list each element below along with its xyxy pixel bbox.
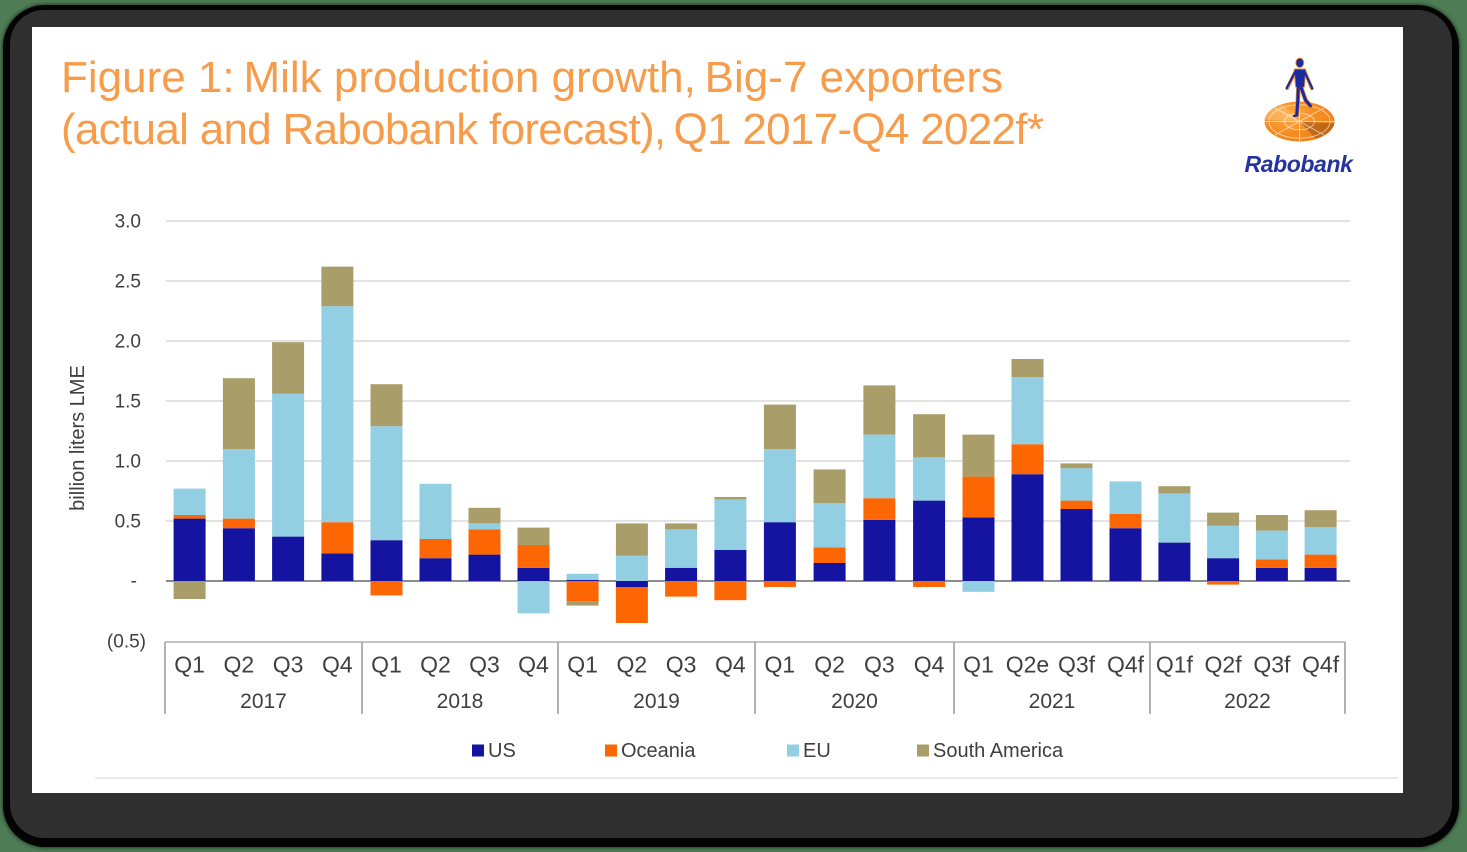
svg-text:US: US	[488, 740, 516, 762]
svg-text:Q3f: Q3f	[1253, 652, 1291, 678]
svg-text:2020: 2020	[831, 690, 878, 713]
svg-text:Q4: Q4	[322, 652, 353, 678]
svg-text:Q4f: Q4f	[1302, 652, 1340, 678]
svg-text:Q3: Q3	[273, 652, 304, 678]
svg-text:Q4: Q4	[715, 652, 746, 678]
svg-text:Q3f: Q3f	[1058, 652, 1096, 678]
svg-text:2021: 2021	[1029, 690, 1076, 713]
svg-text:Q2: Q2	[617, 652, 648, 678]
svg-text:EU: EU	[803, 740, 831, 762]
svg-text:Q2: Q2	[814, 652, 845, 678]
svg-text:billion liters LME: billion liters LME	[67, 365, 89, 511]
svg-text:Q1: Q1	[567, 652, 598, 678]
svg-text:Q1: Q1	[963, 652, 994, 678]
svg-text:3.0: 3.0	[115, 212, 141, 233]
svg-text:Q2: Q2	[224, 652, 255, 678]
svg-text:Q2: Q2	[420, 652, 451, 678]
svg-text:0.5: 0.5	[115, 512, 141, 533]
svg-text:Q1: Q1	[765, 652, 796, 678]
svg-text:Q2e: Q2e	[1006, 652, 1049, 678]
svg-text:Q1: Q1	[371, 652, 402, 678]
svg-text:Oceania: Oceania	[621, 740, 696, 762]
svg-text:South America: South America	[933, 740, 1064, 762]
svg-text:(0.5): (0.5)	[107, 632, 146, 653]
svg-text:2022: 2022	[1224, 690, 1271, 713]
svg-text:Rabobank: Rabobank	[1245, 151, 1355, 177]
svg-text:Q3: Q3	[864, 652, 895, 678]
svg-text:Q4: Q4	[518, 652, 549, 678]
svg-text:Q3: Q3	[469, 652, 500, 678]
svg-text:1.5: 1.5	[115, 392, 141, 413]
svg-text:Q1: Q1	[174, 652, 205, 678]
svg-text:2.0: 2.0	[115, 332, 141, 353]
svg-text:Q3: Q3	[666, 652, 697, 678]
svg-text:1.0: 1.0	[115, 452, 141, 473]
svg-text:-: -	[131, 571, 137, 592]
svg-text:2019: 2019	[633, 690, 680, 713]
svg-text:Q4f: Q4f	[1107, 652, 1145, 678]
svg-text:Q2f: Q2f	[1205, 652, 1243, 678]
svg-text:Q4: Q4	[914, 652, 945, 678]
svg-text:2.5: 2.5	[115, 272, 141, 293]
svg-text:2017: 2017	[240, 690, 287, 713]
svg-text:Q1f: Q1f	[1156, 652, 1194, 678]
svg-text:2018: 2018	[437, 690, 484, 713]
